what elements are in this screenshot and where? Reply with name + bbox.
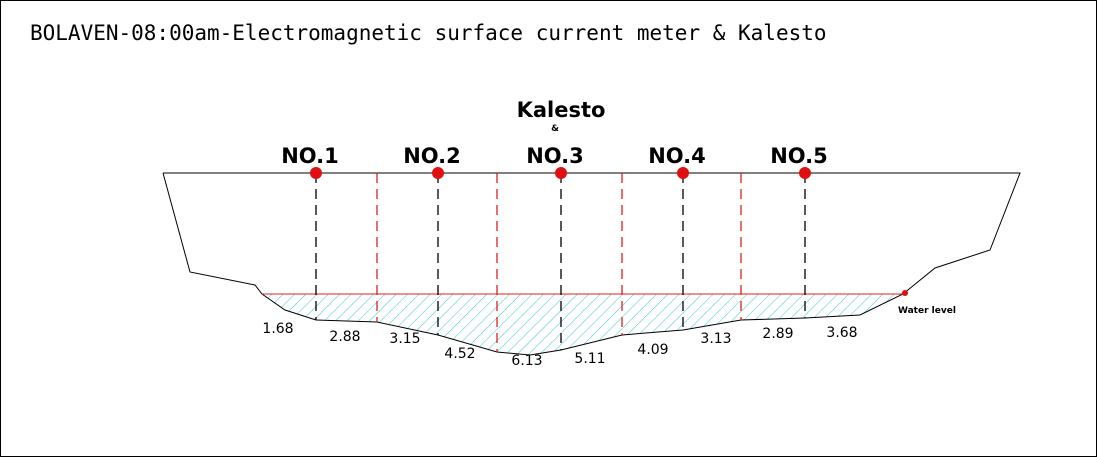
station-dots	[310, 167, 811, 179]
depth-label: 6.13	[511, 353, 542, 369]
section-lines	[376, 173, 742, 352]
title: BOLAVEN-08:00am-Electromagnetic surface …	[30, 21, 827, 45]
depth-label: 1.68	[262, 321, 293, 337]
depth-label: 3.68	[826, 325, 857, 341]
station-label: NO.1	[281, 144, 339, 168]
depth-label: 2.88	[329, 329, 360, 345]
depth-label: 3.13	[700, 331, 731, 347]
depth-label: 4.09	[637, 342, 668, 358]
station-label: NO.5	[770, 144, 828, 168]
station-lines	[315, 173, 806, 350]
depth-label: 2.89	[762, 326, 793, 342]
depth-label: 4.52	[444, 346, 475, 362]
depth-label: 3.15	[389, 331, 420, 347]
water-area	[262, 294, 903, 355]
water-level-label: Water level	[898, 306, 956, 316]
water-level-dot	[902, 290, 908, 296]
station-label: NO.2	[403, 144, 461, 168]
station-label: NO.4	[648, 144, 706, 168]
station-label: NO.3	[526, 144, 584, 168]
kalesto-label: Kalesto	[517, 98, 606, 122]
depth-label: 5.11	[574, 351, 605, 367]
ampersand: &	[551, 124, 559, 134]
